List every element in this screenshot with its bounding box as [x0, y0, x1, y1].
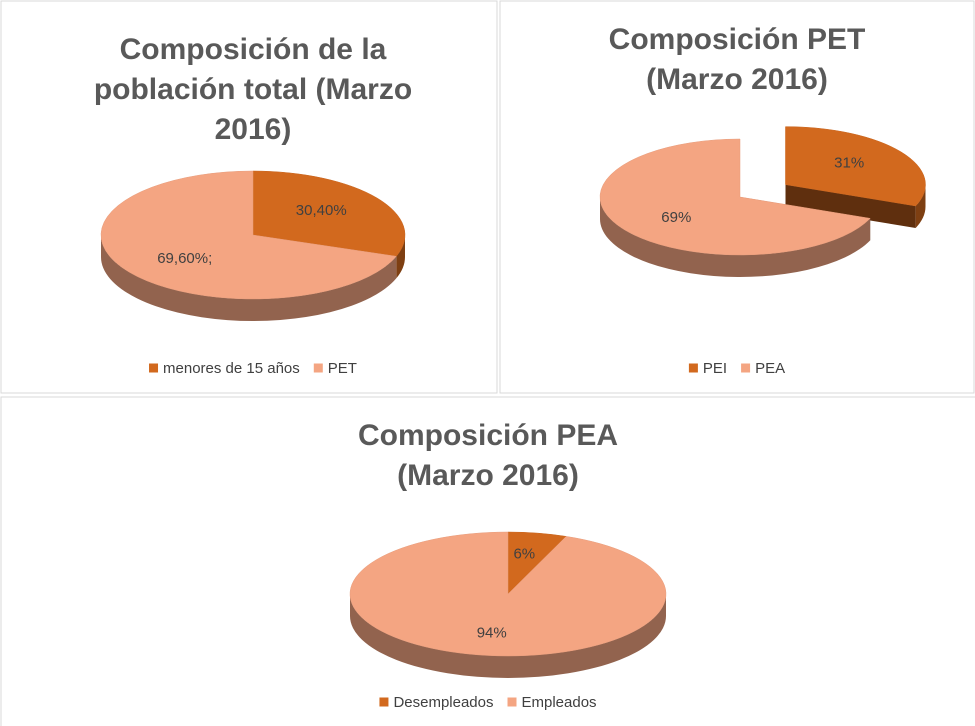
panel-border [0, 0, 498, 394]
data-label: 69,60%; [157, 250, 212, 267]
data-label: 69% [661, 209, 691, 226]
chart-title: Composición PEA (Marzo 2016) [357, 419, 619, 492]
slice [599, 138, 871, 256]
legend-label: PET [328, 360, 357, 377]
legend-swatch [149, 363, 159, 373]
legend-swatch [313, 363, 323, 373]
chart-title: Composición PET (Marzo 2016) [608, 23, 866, 96]
data-label: 6% [513, 545, 535, 562]
data-label: 94% [477, 625, 507, 642]
legend-swatch [379, 697, 389, 707]
chart-title: Composición de la población total (Marzo… [93, 33, 413, 146]
legend-label: menores de 15 años [163, 360, 300, 377]
legend-swatch [688, 363, 698, 373]
legend-label: PEA [755, 360, 785, 377]
panel-border [499, 0, 975, 394]
data-label: 31% [834, 154, 864, 171]
legend-label: PEI [703, 360, 727, 377]
legend-label: Empleados [522, 694, 597, 711]
slice [349, 531, 667, 657]
slice [252, 170, 406, 257]
legend-swatch [507, 697, 517, 707]
slice [785, 126, 926, 207]
data-label: 30,40% [296, 202, 347, 219]
slice-side [101, 235, 397, 321]
slice-side [350, 594, 666, 678]
panel-border [0, 396, 975, 726]
slice-wall [785, 184, 916, 228]
legend-swatch [741, 363, 751, 373]
slice-side [600, 197, 871, 278]
legend-label: Desempleados [393, 694, 493, 711]
slice [100, 170, 397, 300]
